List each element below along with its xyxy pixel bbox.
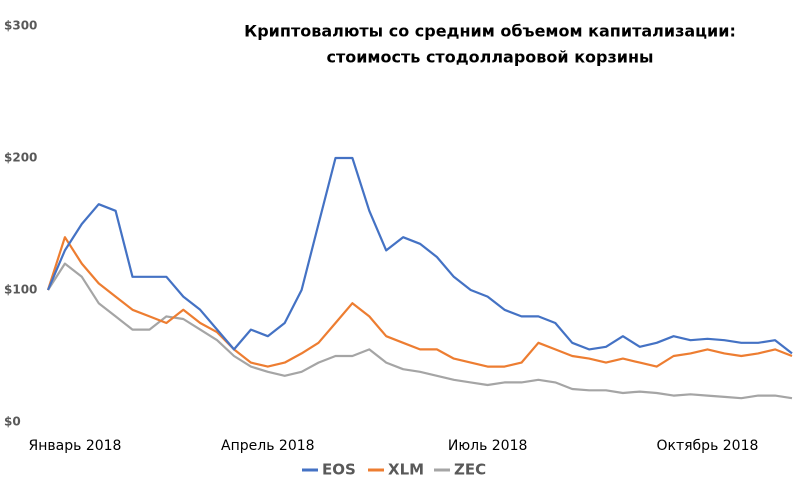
x-tick-label: Октябрь 2018 [657,438,759,454]
x-tick-label: Июль 2018 [448,438,528,454]
series-line [47,262,793,400]
legend-label: EOS [322,461,356,479]
y-tick-label: $100 [4,283,37,297]
chart-subtitle: стоимость стодолларовой корзины [326,48,653,67]
x-tick-label: Январь 2018 [29,438,122,454]
y-tick-label: $300 [4,19,37,33]
chart-title: Криптовалюты со средним объемом капитали… [244,22,736,41]
legend-label: ZEC [454,461,486,479]
series-line [46,236,793,368]
x-tick-label: Апрель 2018 [221,438,315,454]
y-tick-label: $0 [4,415,21,429]
y-tick-label: $200 [4,151,37,165]
series-line [46,156,793,355]
legend-label: XLM [388,461,424,479]
